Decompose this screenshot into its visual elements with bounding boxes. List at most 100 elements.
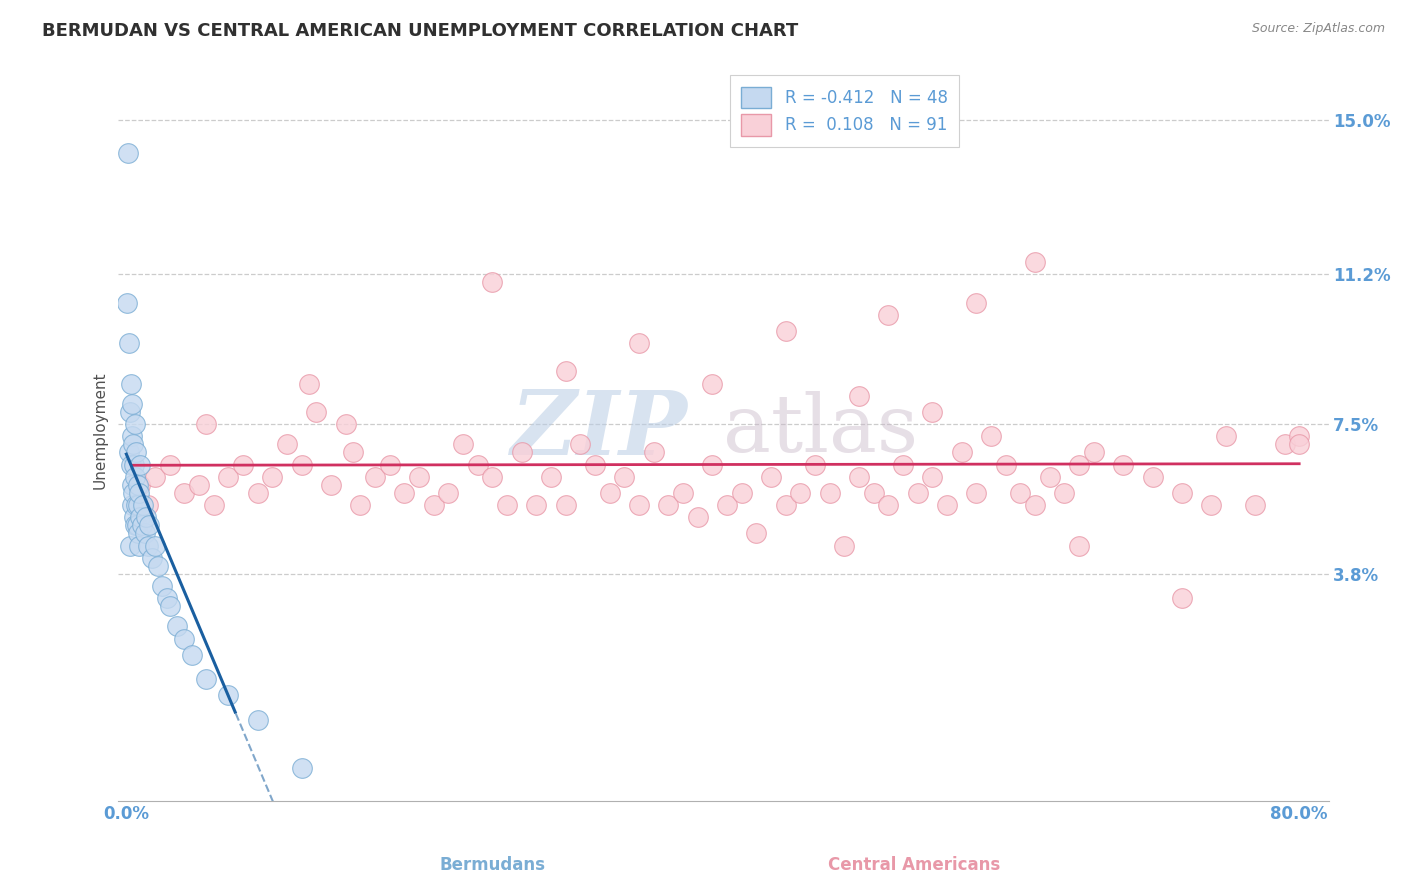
Point [848, 469, 870, 483]
Text: Bermudans: Bermudans [439, 855, 546, 873]
Point [378, 458, 401, 472]
Point [120, 405, 142, 419]
Point [554, 498, 576, 512]
Point [125, 518, 148, 533]
Point [980, 429, 1002, 443]
Point [569, 437, 592, 451]
Point [118, 336, 141, 351]
Point [246, 486, 269, 500]
Point [118, 445, 141, 459]
Point [136, 498, 159, 512]
Point [1171, 486, 1194, 500]
Point [481, 469, 503, 483]
Point [775, 324, 797, 338]
Point [120, 376, 142, 391]
Point [731, 486, 754, 500]
Point [613, 469, 636, 483]
Point [554, 364, 576, 378]
Point [526, 498, 548, 512]
Point [115, 295, 138, 310]
Point [121, 429, 143, 443]
Point [125, 498, 148, 512]
Point [1039, 469, 1062, 483]
Y-axis label: Unemployment: Unemployment [93, 371, 107, 489]
Point [132, 498, 155, 512]
Point [129, 477, 152, 491]
Point [129, 458, 152, 472]
Point [122, 437, 145, 451]
Point [125, 445, 148, 459]
Point [775, 498, 797, 512]
Point [1274, 437, 1296, 451]
Point [342, 445, 364, 459]
Point [121, 477, 143, 491]
Point [789, 486, 811, 500]
Point [117, 145, 139, 160]
Point [848, 389, 870, 403]
Point [217, 469, 239, 483]
Point [131, 518, 153, 533]
Point [994, 458, 1017, 472]
Point [152, 579, 174, 593]
Point [138, 518, 160, 533]
Point [408, 469, 430, 483]
Point [702, 458, 724, 472]
Point [834, 539, 856, 553]
Point [122, 458, 145, 472]
Point [451, 437, 474, 451]
Point [672, 486, 695, 500]
Point [481, 275, 503, 289]
Point [818, 486, 841, 500]
Text: Central Americans: Central Americans [828, 855, 1000, 873]
Point [121, 397, 143, 411]
Point [891, 458, 914, 472]
Point [217, 689, 239, 703]
Point [298, 376, 321, 391]
Point [702, 376, 724, 391]
Point [202, 498, 225, 512]
Point [122, 486, 145, 500]
Point [583, 458, 606, 472]
Point [1069, 539, 1091, 553]
Point [321, 477, 343, 491]
Point [124, 518, 146, 533]
Point [232, 458, 254, 472]
Point [936, 498, 959, 512]
Point [195, 417, 218, 431]
Point [124, 417, 146, 431]
Point [716, 498, 738, 512]
Point [129, 510, 152, 524]
Point [124, 469, 146, 483]
Point [921, 405, 943, 419]
Point [364, 469, 387, 483]
Point [127, 526, 149, 541]
Point [759, 469, 782, 483]
Point [159, 599, 181, 614]
Point [127, 498, 149, 512]
Point [643, 445, 665, 459]
Point [921, 469, 943, 483]
Point [628, 498, 651, 512]
Point [180, 648, 202, 662]
Point [262, 469, 284, 483]
Text: ZIP: ZIP [512, 387, 688, 474]
Point [246, 713, 269, 727]
Point [1069, 458, 1091, 472]
Point [120, 539, 142, 553]
Point [1024, 255, 1046, 269]
Point [628, 336, 651, 351]
Legend: R = -0.412   N = 48, R =  0.108   N = 91: R = -0.412 N = 48, R = 0.108 N = 91 [730, 75, 959, 147]
Text: Source: ZipAtlas.com: Source: ZipAtlas.com [1251, 22, 1385, 36]
Point [173, 632, 195, 646]
Point [966, 295, 988, 310]
Point [1083, 445, 1105, 459]
Point [950, 445, 973, 459]
Point [127, 477, 149, 491]
Point [146, 558, 169, 573]
Point [862, 486, 884, 500]
Point [907, 486, 929, 500]
Point [1199, 498, 1222, 512]
Point [335, 417, 357, 431]
Point [349, 498, 371, 512]
Point [877, 308, 900, 322]
